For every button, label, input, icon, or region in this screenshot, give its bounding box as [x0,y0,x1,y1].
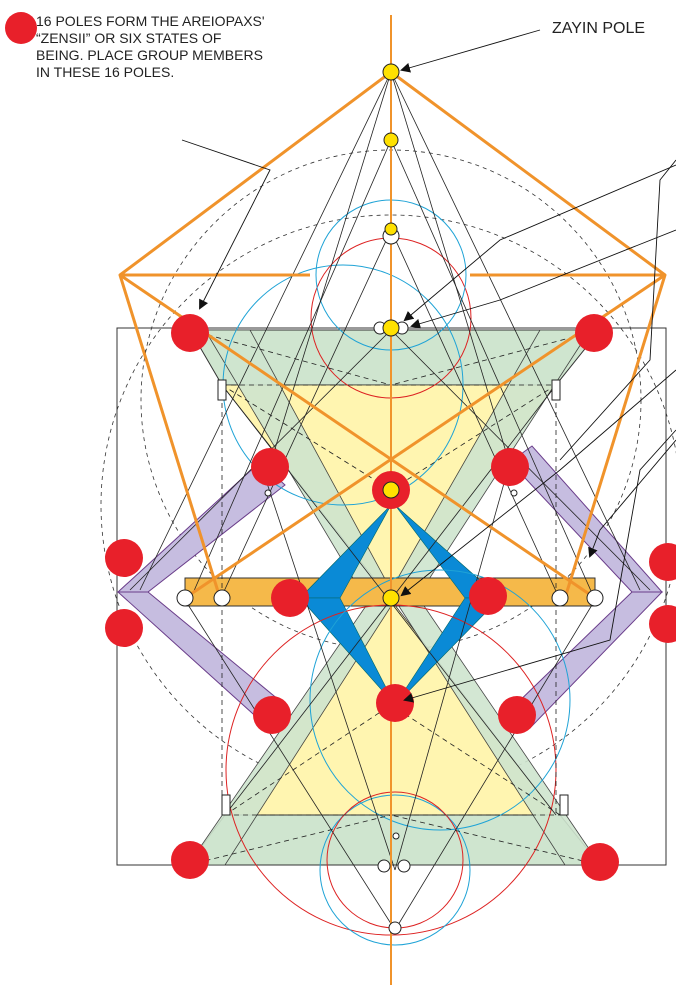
red-pole [271,579,309,617]
blue-blade-lower-left [299,597,396,706]
yellow-pole [383,132,399,148]
red-pole [575,314,613,352]
yellow-pole [382,481,400,499]
zayin-leader [400,29,541,73]
yellow-pole [382,63,400,81]
red-pole [171,841,209,879]
red-pole [376,684,414,722]
purple-arm-right-upper [509,445,664,593]
legend-dot [5,12,37,44]
red-pole [581,843,619,881]
red-pole [105,609,143,647]
yellow-pole [382,319,400,337]
red-pole [469,577,507,615]
red-pole [105,539,143,577]
legend-leader [181,139,271,310]
blue-circle-bottom [319,794,471,946]
leader-lines [181,29,676,703]
blue-circle-lower [309,569,571,831]
orange-lines [118,15,667,985]
yellow-pole [384,222,398,236]
yellow-poles [382,63,400,607]
small-markers [217,379,569,816]
red-pole [649,605,676,643]
zayin-pole-label: ZAYIN POLE [552,20,646,37]
red-pole [498,696,536,734]
red-pole [251,448,289,486]
legend-text: 16 POLES FORM THE AREIOPAXS' “ZENSII” OR… [36,13,265,80]
yellow-pole [382,589,400,607]
red-pole [491,448,529,486]
red-pole [649,543,676,581]
red-pole [253,696,291,734]
red-pole [171,314,209,352]
